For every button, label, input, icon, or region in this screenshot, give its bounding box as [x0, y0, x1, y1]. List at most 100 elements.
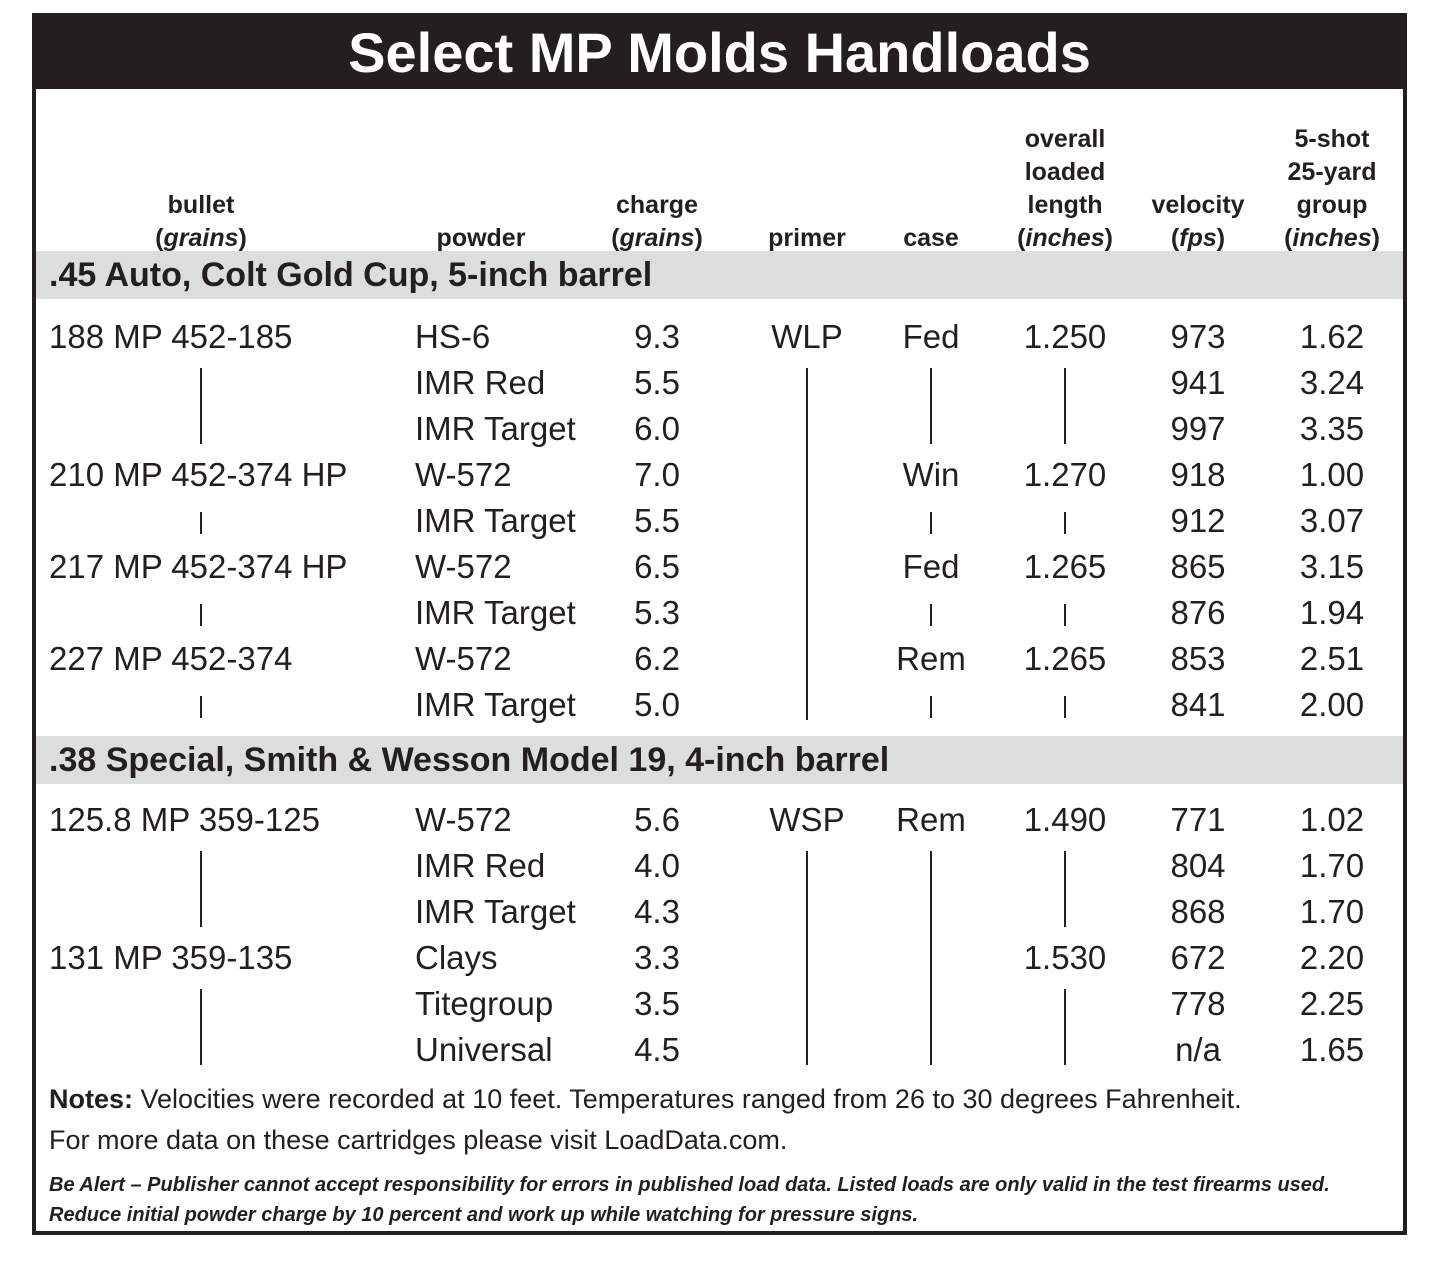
ditto-mark	[930, 512, 932, 534]
cell-group: 1.62	[1299, 318, 1365, 355]
cell-bullet: 210 MP 452-374 HP	[49, 456, 348, 493]
cell-powder: W-572	[415, 640, 512, 677]
cell-powder: IMR Red	[415, 847, 546, 884]
cell-oal: 1.270	[1023, 456, 1107, 493]
cell-charge: 4.3	[634, 893, 680, 930]
cell-case: Win	[902, 456, 960, 493]
ditto-mark	[806, 851, 808, 1065]
cell-oal: 1.265	[1023, 548, 1107, 585]
cell-case: Fed	[902, 318, 960, 355]
cell-powder: Titegroup	[415, 985, 554, 1022]
cell-velocity: 997	[1170, 410, 1226, 447]
cell-oal: 1.530	[1023, 939, 1107, 976]
cell-bullet: 125.8 MP 359-125	[49, 801, 320, 838]
cell-charge: 6.2	[634, 640, 680, 677]
cell-group: 3.35	[1299, 410, 1365, 447]
ditto-mark	[200, 989, 202, 1065]
cell-group: 1.94	[1299, 594, 1365, 631]
header-case: case	[903, 222, 959, 255]
cell-powder: IMR Target	[415, 686, 576, 723]
section-heading: .38 Special, Smith & Wesson Model 19, 4-…	[36, 736, 1403, 784]
header-bullet-line: (grains)	[155, 224, 247, 252]
cell-velocity: n/a	[1175, 1031, 1221, 1068]
table-row: 227 MP 452-374 W-572 6.2 Rem 1.265 853 2.51	[36, 636, 1403, 682]
cell-velocity: 876	[1170, 594, 1226, 631]
header-oal-line: (inches)	[1017, 224, 1113, 252]
header-bullet-line: bullet	[167, 191, 235, 219]
ditto-mark	[1064, 696, 1066, 718]
cell-group: 2.20	[1299, 939, 1365, 976]
cell-case: Rem	[896, 801, 966, 838]
notes-line-1: Notes: Velocities were recorded at 10 fe…	[49, 1079, 1393, 1120]
cell-charge: 3.5	[634, 985, 680, 1022]
table-row: Universal 4.5 n/a 1.65	[36, 1027, 1403, 1073]
cell-velocity: 941	[1170, 364, 1226, 401]
cell-group: 3.24	[1299, 364, 1365, 401]
cell-velocity: 865	[1170, 548, 1226, 585]
cell-group: 1.00	[1299, 456, 1365, 493]
table-row: 217 MP 452-374 HP W-572 6.5 Fed 1.265 865 3.15	[36, 544, 1403, 590]
header-group: 5-shot 25-yard group (inches)	[1284, 123, 1380, 255]
cell-group: 2.25	[1299, 985, 1365, 1022]
alert-line-1: Be Alert – Publisher cannot accept respo…	[49, 1174, 1330, 1196]
cell-powder: IMR Target	[415, 410, 576, 447]
header-primer-line: primer	[768, 224, 846, 252]
cell-charge: 7.0	[634, 456, 680, 493]
header-velocity-line: velocity	[1151, 191, 1245, 219]
cell-charge: 5.0	[634, 686, 680, 723]
cell-powder: W-572	[415, 801, 512, 838]
header-oal-line: length	[1027, 191, 1103, 219]
cell-case: Rem	[896, 640, 966, 677]
cell-charge: 5.5	[634, 364, 680, 401]
alert-block: Be Alert – Publisher cannot accept respo…	[49, 1170, 1393, 1230]
cell-powder: IMR Red	[415, 364, 546, 401]
header-case-line: case	[903, 224, 959, 252]
ditto-mark	[1064, 368, 1066, 444]
header-velocity-line: (fps)	[1170, 224, 1226, 252]
ditto-mark	[1064, 512, 1066, 534]
cell-powder: HS-6	[415, 318, 491, 355]
ditto-mark	[200, 696, 202, 718]
cell-group: 3.07	[1299, 502, 1365, 539]
cell-velocity: 841	[1170, 686, 1226, 723]
table-row: IMR Target 4.3 868 1.70	[36, 889, 1403, 935]
cell-powder: IMR Target	[415, 893, 576, 930]
table-row: 188 MP 452-185 HS-6 9.3 WLP Fed 1.250 973 1.62	[36, 314, 1403, 360]
cell-group: 2.51	[1299, 640, 1365, 677]
table-row: IMR Target 5.5 912 3.07	[36, 498, 1403, 544]
cell-charge: 9.3	[634, 318, 680, 355]
cell-velocity: 853	[1170, 640, 1226, 677]
cell-powder: W-572	[415, 548, 512, 585]
cell-charge: 4.0	[634, 847, 680, 884]
cell-charge: 6.0	[634, 410, 680, 447]
cell-charge: 5.6	[634, 801, 680, 838]
ditto-mark	[200, 512, 202, 534]
table-row: IMR Target 6.0 997 3.35	[36, 406, 1403, 452]
ditto-mark	[930, 696, 932, 718]
ditto-mark	[930, 604, 932, 626]
notes-label: Notes:	[49, 1084, 134, 1114]
ditto-mark	[930, 368, 932, 444]
table-row: 131 MP 359-135 Clays 3.3 1.530 672 2.20	[36, 935, 1403, 981]
cell-velocity: 778	[1170, 985, 1226, 1022]
cell-velocity: 804	[1170, 847, 1226, 884]
cell-powder: IMR Target	[415, 594, 576, 631]
cell-group: 3.15	[1299, 548, 1365, 585]
ditto-mark	[200, 368, 202, 444]
header-group-line: 5-shot	[1294, 125, 1370, 153]
cell-group: 1.70	[1299, 893, 1365, 930]
header-group-line: (inches)	[1284, 224, 1380, 252]
notes-line-2: For more data on these cartridges please…	[49, 1125, 788, 1155]
header-charge-line: charge	[616, 191, 698, 219]
table-row: IMR Red 5.5 941 3.24	[36, 360, 1403, 406]
header-charge: charge (grains)	[611, 189, 703, 255]
header-oal-line: overall	[1024, 125, 1106, 153]
cell-powder: IMR Target	[415, 502, 576, 539]
ditto-mark	[1064, 989, 1066, 1065]
cell-powder: Universal	[415, 1031, 553, 1068]
header-charge-line: (grains)	[611, 224, 703, 252]
cell-bullet: 131 MP 359-135	[49, 939, 293, 976]
cell-oal: 1.265	[1023, 640, 1107, 677]
table-row: IMR Target 5.0 841 2.00	[36, 682, 1403, 728]
notes-block: Notes: Velocities were recorded at 10 fe…	[49, 1079, 1393, 1161]
